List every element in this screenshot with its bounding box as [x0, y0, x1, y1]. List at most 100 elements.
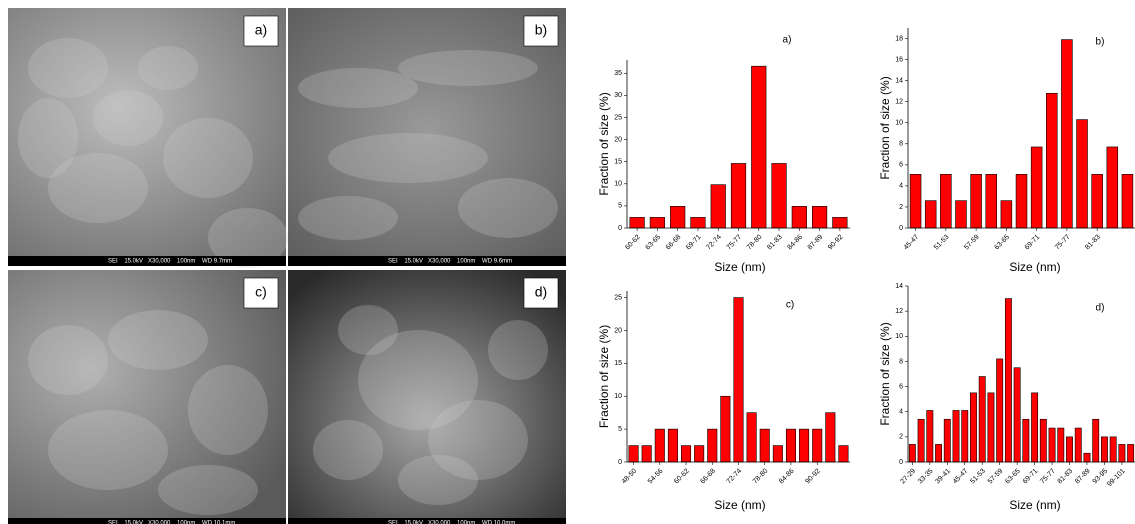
- x-axis-label: Size (nm): [1009, 260, 1060, 274]
- micrograph-image: [8, 8, 286, 256]
- chart-title: d): [1096, 303, 1105, 314]
- micrograph-texture: [328, 133, 488, 183]
- micrograph-texture: [28, 325, 108, 395]
- micrograph-texture: [208, 208, 288, 268]
- micrograph-texture: [108, 310, 208, 370]
- micrograph-texture: [298, 68, 418, 108]
- micrograph: SEI 15.0kV X30,000 100nm WD 10.0mm d): [288, 270, 566, 524]
- micrograph: SEI 15.0kV X30,000 100nm WD 9.7mm a): [8, 8, 288, 268]
- y-axis-label: Fraction of size (%): [597, 92, 611, 195]
- micrograph-info-bar: [8, 256, 286, 266]
- bar: [917, 418, 925, 463]
- y-tick-label: 5: [618, 203, 622, 210]
- bar: [1048, 427, 1056, 463]
- x-tick-label: 33-35: [917, 468, 935, 486]
- micrograph-image: [8, 270, 286, 518]
- micrograph-texture: [28, 38, 108, 98]
- x-tick-label: 54-56: [647, 468, 665, 486]
- bar: [909, 174, 922, 229]
- bar: [943, 418, 951, 463]
- panel-label-box: [523, 277, 559, 309]
- bar: [771, 163, 787, 229]
- y-tick-label: 6: [899, 162, 903, 169]
- y-axis-label: Fraction of size (%): [597, 325, 611, 428]
- x-tick-label: 75-77: [726, 234, 744, 252]
- micrograph-texture: [138, 46, 198, 90]
- micrograph-caption: SEI 15.0kV X30,000 100nm WD 10.0mm: [388, 521, 515, 524]
- x-tick-label: 57-59: [963, 234, 981, 252]
- bar: [1057, 427, 1065, 463]
- y-tick-label: 20: [614, 136, 622, 143]
- bar: [812, 428, 823, 463]
- bar: [730, 163, 747, 229]
- bar: [628, 445, 639, 463]
- x-tick-label: 78-80: [746, 234, 764, 252]
- bar: [832, 217, 848, 229]
- panel-label-box: [243, 15, 279, 47]
- x-tick-label: 72-74: [726, 468, 744, 486]
- micrograph-caption: SEI 15.0kV X30,000 100nm WD 9.7mm: [108, 259, 232, 265]
- panel-label: b): [535, 22, 547, 38]
- x-tick-label: 87-89: [807, 234, 825, 252]
- bar: [1092, 418, 1100, 463]
- chart-title: b): [1096, 37, 1105, 48]
- bar: [710, 184, 726, 229]
- x-tick-label: 60-62: [673, 468, 691, 486]
- bar: [838, 445, 849, 463]
- bar: [670, 206, 686, 229]
- bar: [978, 376, 986, 463]
- bar: [1031, 392, 1039, 463]
- micrograph-texture: [313, 420, 383, 480]
- panel-label-box: [523, 15, 559, 47]
- micrograph-texture: [93, 90, 163, 146]
- x-tick-label: 51-53: [969, 468, 987, 486]
- x-tick-label: 90-92: [827, 234, 845, 252]
- bar: [1118, 444, 1126, 463]
- x-tick-label: 51-53: [933, 234, 951, 252]
- y-tick-label: 20: [614, 327, 622, 334]
- x-tick-label: 81-83: [1057, 468, 1075, 486]
- y-tick-label: 12: [895, 308, 903, 315]
- y-tick-label: 0: [618, 459, 622, 466]
- y-tick-label: 0: [899, 459, 903, 466]
- bar: [908, 444, 916, 463]
- micrograph-texture: [358, 330, 478, 430]
- bar: [1013, 367, 1021, 463]
- y-axis-label: Fraction of size (%): [878, 322, 892, 425]
- chart-title: a): [783, 35, 792, 46]
- bar: [1100, 436, 1108, 463]
- micrograph-texture: [48, 410, 168, 490]
- x-tick-label: 78-80: [752, 468, 770, 486]
- micrograph-info-bar: [8, 518, 286, 524]
- bar: [1046, 92, 1058, 229]
- bar: [811, 206, 828, 229]
- bar: [1066, 436, 1073, 463]
- x-tick-label: 60-62: [624, 234, 642, 252]
- bar: [1039, 418, 1047, 463]
- bar: [629, 217, 645, 229]
- micrograph-info-bar: [288, 518, 566, 524]
- y-axis-label: Fraction of size (%): [878, 76, 892, 179]
- micrograph-texture: [298, 196, 398, 240]
- y-tick-label: 2: [899, 434, 903, 441]
- x-tick-label: 69-71: [685, 234, 703, 252]
- y-tick-label: 18: [895, 35, 903, 42]
- micrograph-texture: [158, 465, 258, 515]
- bar: [1022, 418, 1030, 463]
- x-tick-label: 57-59: [987, 468, 1005, 486]
- panel-label: a): [255, 22, 267, 38]
- bar: [1076, 119, 1088, 229]
- histogram: 0 2 4 6 8 10 12 14 27-29 33-35 39-41 45-47 51-53 57-5…: [878, 283, 1135, 512]
- y-tick-label: 8: [899, 358, 903, 365]
- bar: [1109, 436, 1117, 463]
- y-tick-label: 4: [899, 183, 903, 190]
- x-tick-label: 90-92: [804, 468, 822, 486]
- bar: [970, 174, 982, 229]
- bar: [649, 217, 666, 229]
- x-tick-label: 63-65: [645, 234, 663, 252]
- y-tick-label: 2: [899, 204, 903, 211]
